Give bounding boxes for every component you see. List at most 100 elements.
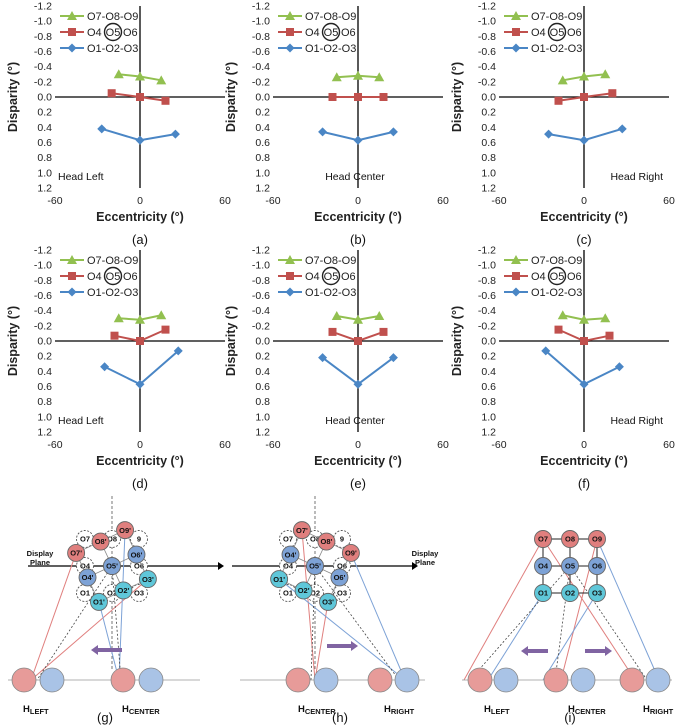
y-tick-label: 0.8	[37, 152, 52, 164]
x-tick-label: 0	[137, 195, 143, 207]
diamond-marker	[318, 127, 328, 137]
diamond-marker	[388, 127, 398, 137]
triangle-marker	[156, 75, 167, 85]
sight-line	[36, 565, 113, 681]
y-tick-label: -1.0	[252, 16, 270, 28]
x-tick-label: 60	[219, 439, 231, 451]
object-label: O3'	[142, 575, 154, 584]
chart-caption: (d)	[132, 476, 148, 491]
series-o4-o5-o6	[554, 325, 614, 345]
diamond-marker	[353, 135, 363, 145]
object-node	[588, 557, 606, 575]
original-position-node	[130, 530, 148, 548]
x-axis-title: Eccentricity (°)	[96, 210, 184, 224]
head-right-eye-right	[645, 667, 671, 693]
head-center-eye-left	[285, 667, 311, 693]
object-label: O4	[283, 562, 294, 571]
legend-highlight-circle	[321, 22, 341, 42]
y-tick-label: -1.0	[252, 260, 270, 272]
object-node	[561, 557, 579, 575]
object-label: O3'	[322, 598, 334, 607]
y-tick-label: 0.6	[255, 137, 270, 149]
rotated-object-node	[116, 521, 135, 540]
object-label: O9'	[345, 549, 357, 558]
object-label: O5'	[106, 562, 118, 571]
legend-label: O7-O8-O9	[305, 11, 356, 23]
rotated-object-node	[294, 581, 313, 600]
object-label: O1	[80, 589, 90, 598]
legend-label: O6	[123, 271, 138, 283]
object-node	[561, 530, 579, 548]
object-label: O7	[283, 535, 293, 544]
sight-line	[350, 552, 406, 681]
y-tick-label: 1.2	[37, 183, 52, 195]
chart-caption: (a)	[132, 232, 148, 247]
sight-line	[111, 565, 122, 681]
x-tick-label: 60	[663, 439, 675, 451]
diagram-g: DisplayPlaneO7O89O4O5O6O1O2O3O7'O8'O9'O4…	[8, 496, 224, 725]
y-tick-label: -0.4	[478, 305, 496, 317]
y-tick-label: 0.2	[255, 351, 270, 363]
series-o7-o8-o9	[331, 310, 385, 324]
diamond-marker	[544, 129, 554, 139]
object-label: O1	[538, 589, 548, 598]
legend-label: O7-O8-O9	[87, 11, 138, 23]
y-tick-label: -0.2	[478, 320, 496, 332]
head-right-eye-left	[367, 667, 393, 693]
shift-arrow-head	[521, 646, 528, 656]
diamond-marker	[353, 379, 363, 389]
object-label: O4	[80, 562, 91, 571]
y-tick-label: -0.8	[34, 31, 52, 43]
object-label: O5'	[309, 562, 321, 571]
diamond-marker	[173, 346, 183, 356]
object-label: O8	[310, 535, 320, 544]
square-marker	[379, 327, 388, 336]
legend-label: O1-O2-O3	[87, 43, 138, 55]
triangle-marker	[353, 70, 363, 80]
diamond-marker	[614, 362, 624, 372]
y-tick-label: -1.0	[34, 16, 52, 28]
sight-line	[469, 565, 571, 681]
y-tick-label: 1.0	[37, 167, 52, 179]
legend-label: O1-O2-O3	[531, 43, 582, 55]
y-tick-label: 0.8	[37, 396, 52, 408]
square-marker	[328, 327, 337, 336]
y-tick-label: 1.0	[255, 167, 270, 179]
legend-label: O1-O2-O3	[305, 287, 356, 299]
square-marker	[328, 93, 337, 101]
triangle-marker	[67, 11, 77, 20]
object-label: O4'	[82, 573, 94, 582]
series-o4-o5-o6	[110, 325, 170, 345]
diamond-marker	[388, 353, 398, 363]
object-label: O3	[337, 589, 347, 598]
rotated-object-node	[317, 532, 336, 551]
square-marker	[554, 96, 563, 105]
square-marker	[110, 331, 119, 340]
object-label: O2'	[118, 586, 130, 595]
triangle-marker	[600, 313, 611, 323]
y-tick-label: -0.6	[478, 46, 496, 58]
triangle-marker	[135, 314, 145, 324]
y-tick-label: 0.2	[37, 351, 52, 363]
legend-label: O5	[324, 27, 339, 39]
y-axis-title: Disparity (°)	[450, 306, 464, 376]
series-o1-o2-o3	[541, 346, 624, 389]
object-node	[534, 557, 552, 575]
diamond-marker	[100, 362, 110, 372]
rotated-object-node	[127, 545, 146, 564]
square-marker	[354, 93, 362, 101]
diamond-marker	[579, 379, 589, 389]
diamond-marker	[135, 379, 145, 389]
series-o7-o8-o9	[113, 310, 167, 324]
y-tick-label: -1.2	[478, 245, 496, 257]
triangle-marker	[374, 310, 385, 320]
head-center-eye-right	[313, 667, 339, 693]
legend-label: O7-O8-O9	[531, 255, 582, 267]
chart-caption: (e)	[350, 476, 366, 491]
head-right-eye-right	[394, 667, 420, 693]
y-tick-label: -0.6	[252, 46, 270, 58]
y-tick-label: 0.2	[481, 351, 496, 363]
sight-line	[118, 530, 126, 681]
sight-line	[554, 565, 571, 681]
head-label: HCENTER	[298, 704, 336, 716]
